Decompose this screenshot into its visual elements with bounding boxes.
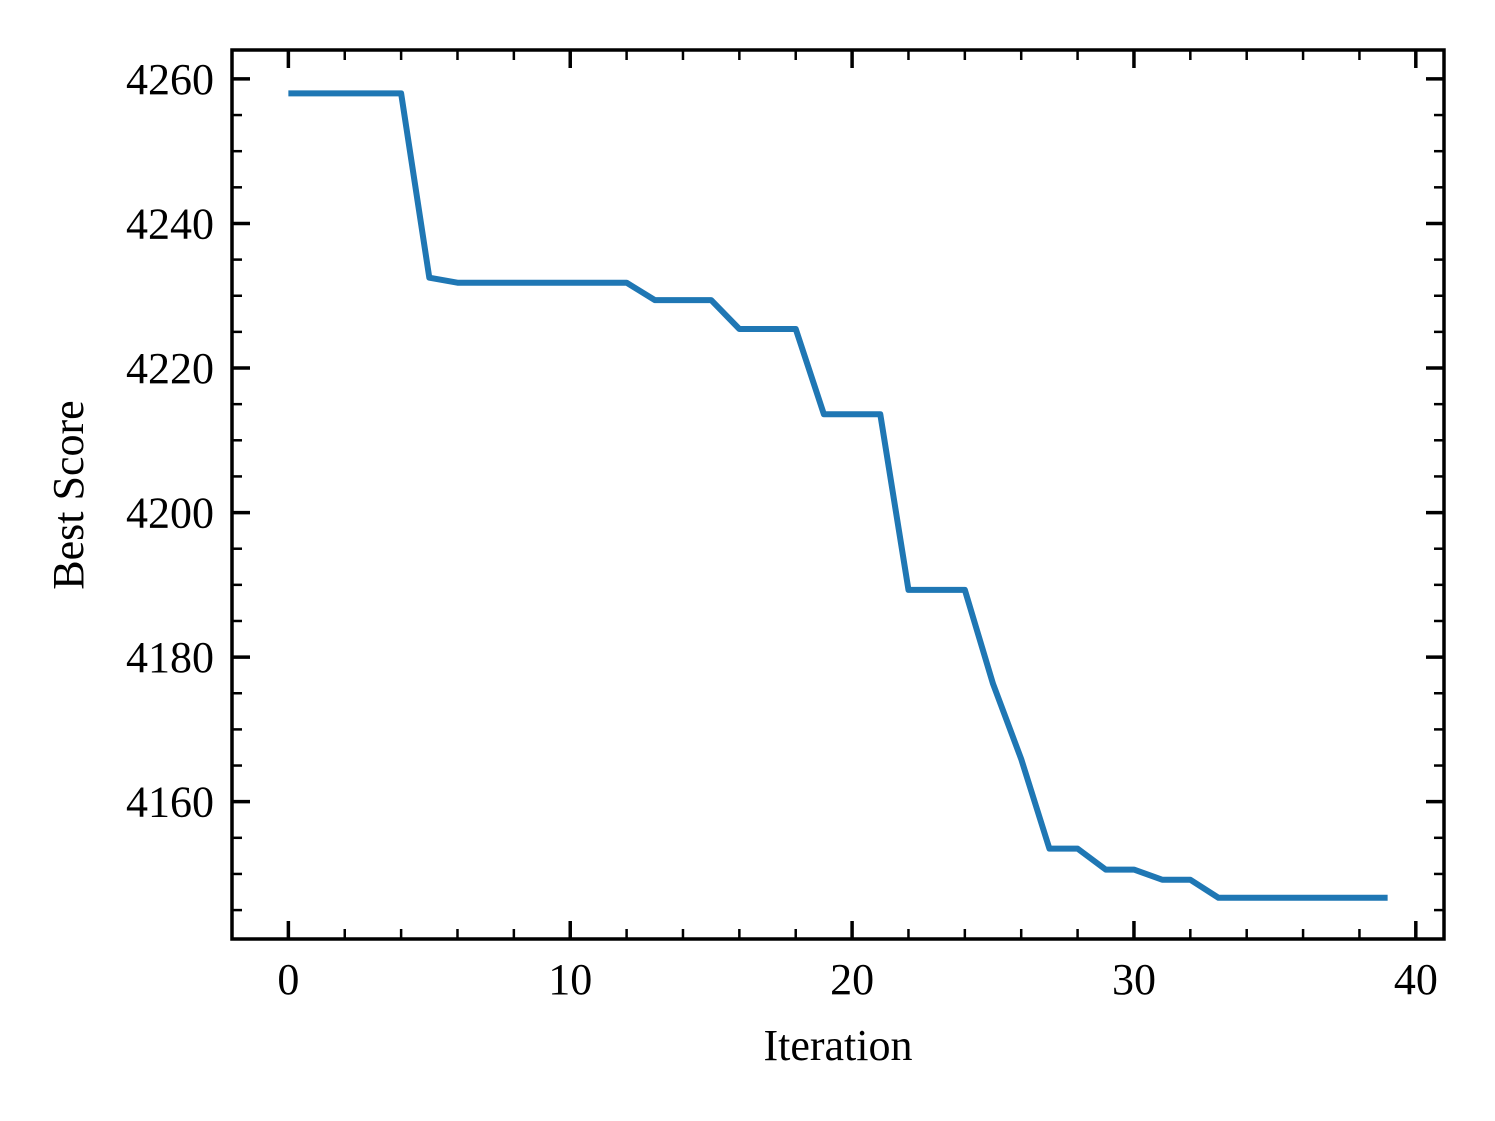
x-tick-label: 30 — [1112, 955, 1156, 1004]
x-tick-label: 20 — [830, 955, 874, 1004]
plot-frame — [230, 48, 1446, 941]
y-tick-label: 4180 — [126, 633, 214, 682]
y-tick-labels: 4160 4180 4200 4220 4240 4260 — [126, 55, 214, 827]
y-tick-label: 4200 — [126, 489, 214, 538]
major-ticks — [232, 50, 1444, 939]
y-tick-label: 4220 — [126, 344, 214, 393]
y-tick-label: 4160 — [126, 778, 214, 827]
x-axis-label: Iteration — [763, 1021, 912, 1070]
y-tick-label: 4260 — [126, 55, 214, 104]
y-axis-label: Best Score — [44, 400, 93, 589]
x-tick-label: 0 — [277, 955, 299, 1004]
y-tick-label: 4240 — [126, 199, 214, 248]
x-tick-label: 40 — [1394, 955, 1438, 1004]
series-line — [288, 90, 1388, 901]
x-tick-label: 10 — [548, 955, 592, 1004]
x-tick-labels: 0 10 20 30 40 — [277, 955, 1437, 1004]
